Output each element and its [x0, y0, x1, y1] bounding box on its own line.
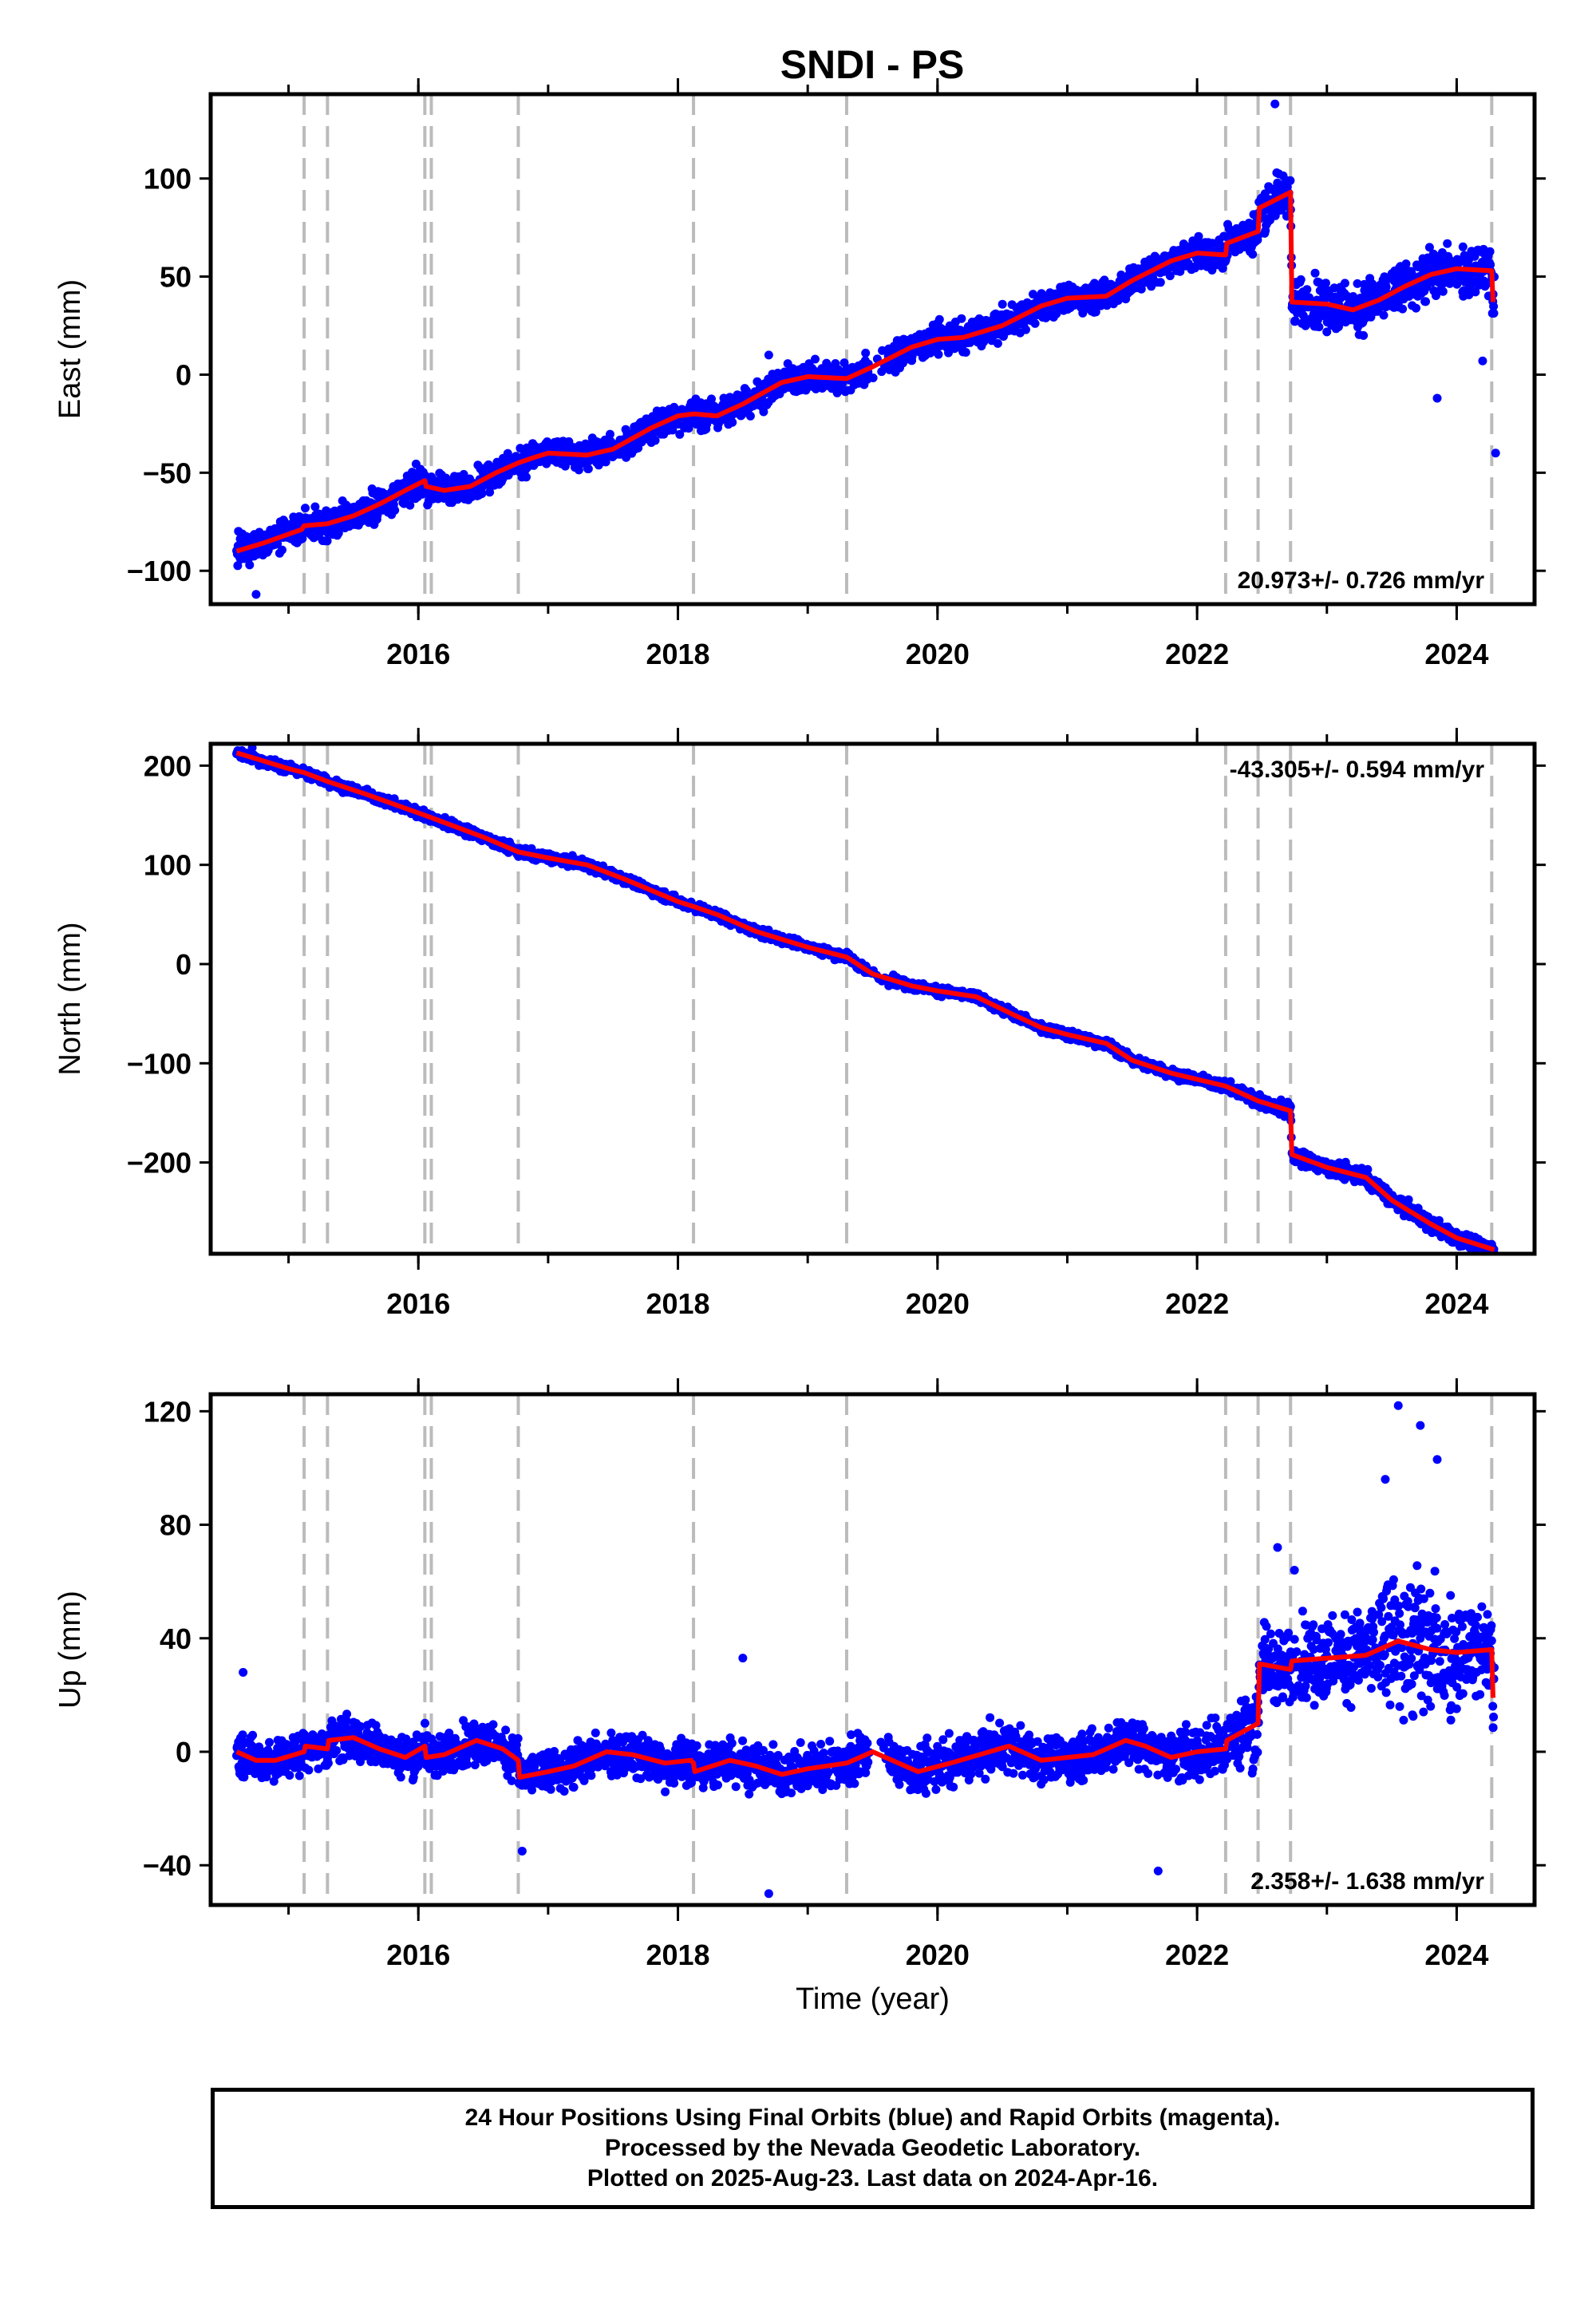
data-point [1302, 285, 1312, 294]
data-point [650, 436, 660, 445]
data-point [583, 464, 593, 473]
data-point [684, 424, 693, 433]
data-point [1401, 259, 1411, 269]
x-tick-label-east-3: 2022 [1165, 638, 1229, 670]
data-point [675, 429, 685, 439]
data-point [1194, 231, 1203, 241]
data-point [1458, 242, 1468, 251]
data-point [1471, 287, 1480, 297]
data-point [998, 299, 1007, 309]
data-point [405, 500, 415, 510]
data-point [1421, 297, 1430, 306]
rate-label-east: 20.973+/- 0.726 mm/yr [1238, 567, 1485, 594]
data-point [390, 505, 400, 515]
data-point [1021, 325, 1030, 334]
data-point [934, 314, 944, 324]
panel-east: −100 −50 0 50 100 2016 2018 2020 2022 2024 East (m… [53, 78, 1546, 670]
outlier-point-east-4 [1432, 393, 1442, 403]
data-point [668, 425, 678, 435]
data-point [1489, 302, 1499, 311]
data-point [707, 394, 716, 404]
data-point [322, 536, 332, 546]
data-point [334, 528, 343, 538]
x-tick-label-east-4: 2024 [1424, 638, 1488, 670]
data-point [477, 489, 487, 499]
data-point [839, 358, 849, 368]
data-point [1314, 322, 1324, 332]
data-point [278, 545, 286, 555]
data-point [728, 417, 737, 427]
x-tick-label-east-1: 2018 [646, 638, 709, 670]
data-point [745, 411, 755, 421]
data-point [1290, 316, 1300, 326]
data-point [606, 429, 614, 439]
data-point [957, 314, 966, 323]
data-point [1305, 293, 1314, 302]
data-point [934, 350, 943, 359]
data-point [298, 534, 307, 543]
data-point [759, 407, 768, 417]
data-point [1340, 279, 1349, 288]
outlier-point-east-5 [1478, 356, 1487, 366]
data-point [861, 348, 871, 358]
data-point [1443, 239, 1452, 248]
data-point [811, 354, 820, 364]
y-tick-label-east-1: −50 [143, 456, 192, 489]
data-point [742, 386, 751, 395]
chart-title: SNDI - PS [780, 42, 965, 87]
data-point [1218, 263, 1227, 273]
outlier-point-east-3 [1270, 99, 1280, 109]
data-point [1136, 284, 1146, 294]
y-tick-label-east-4: 100 [144, 163, 192, 196]
data-point [1381, 283, 1391, 291]
y-tick-label-east-2: 0 [176, 358, 192, 391]
data-point [1286, 176, 1295, 185]
data-point [1296, 275, 1306, 284]
outlier-point-east-2 [764, 350, 773, 360]
data-point [1156, 278, 1165, 287]
data-point [301, 504, 310, 513]
data-point [1379, 310, 1389, 320]
data-point [1322, 327, 1332, 337]
outlier-point-east-0 [251, 590, 261, 599]
data-point [1398, 304, 1408, 314]
data-point [1030, 318, 1040, 328]
data-point [1438, 287, 1448, 296]
x-tick-label-east-2: 2020 [906, 638, 970, 670]
model-line-east [235, 189, 1495, 554]
data-point [1310, 268, 1320, 278]
data-point [233, 561, 243, 571]
outlier-point-east-1 [245, 560, 255, 570]
data-point [993, 338, 1002, 348]
data-point [1485, 247, 1495, 256]
data-point [868, 373, 878, 382]
data-point [1100, 275, 1109, 285]
data-point [1321, 279, 1330, 288]
data-point [1489, 309, 1499, 318]
data-point [1424, 243, 1434, 252]
data-point [1353, 279, 1362, 288]
y-axis-label-east: East (mm) [53, 279, 87, 419]
y-tick-label-east-0: −100 [127, 555, 192, 587]
y-tick-label-east-3: 50 [160, 261, 192, 294]
data-point [907, 351, 917, 361]
panel-east-data-points [232, 99, 1500, 599]
data-point [961, 348, 970, 357]
x-tick-label-east-0: 2016 [386, 638, 450, 670]
data-point [1412, 303, 1420, 313]
data-point [1248, 250, 1258, 259]
outlier-point-east-6 [1491, 449, 1500, 458]
data-point [1298, 310, 1308, 320]
panel-east-frame [208, 92, 1537, 607]
data-point [1486, 260, 1495, 270]
data-point [522, 472, 531, 482]
data-point [310, 502, 320, 512]
data-point [1359, 330, 1369, 340]
data-point [1165, 271, 1175, 281]
panel-north-data-points [232, 744, 1499, 1254]
data-point [516, 444, 525, 453]
